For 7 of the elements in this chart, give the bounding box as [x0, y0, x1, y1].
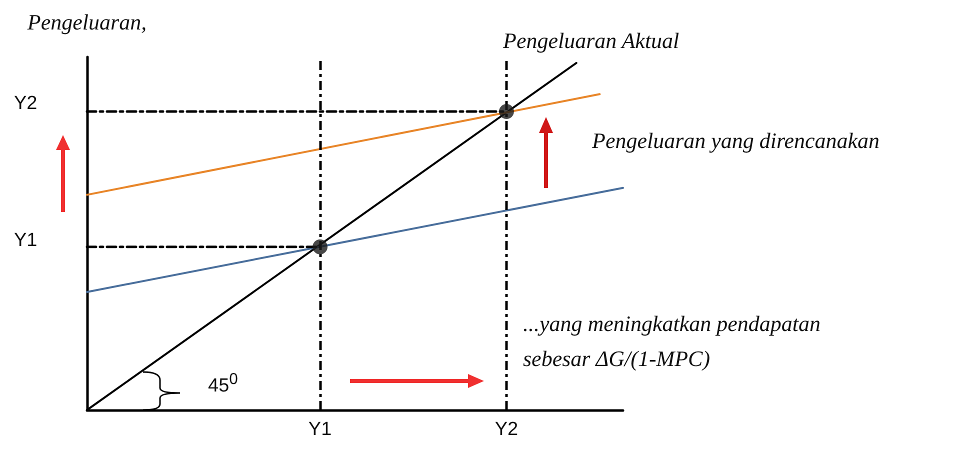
annotation: Pengeluaran yang direncanakan — [592, 128, 880, 154]
annotation: ...yang meningkatkan pendapatan sebesar ΔG/(1-MPC) — [523, 310, 822, 373]
annotation: 45$^{0}$ — [208, 371, 238, 398]
y-axis-title: Pengeluaran, — [26, 10, 147, 34]
text: Y1 — [14, 230, 38, 252]
text: Pengeluaran Aktual — [503, 28, 680, 54]
text: Y2 — [14, 93, 38, 115]
